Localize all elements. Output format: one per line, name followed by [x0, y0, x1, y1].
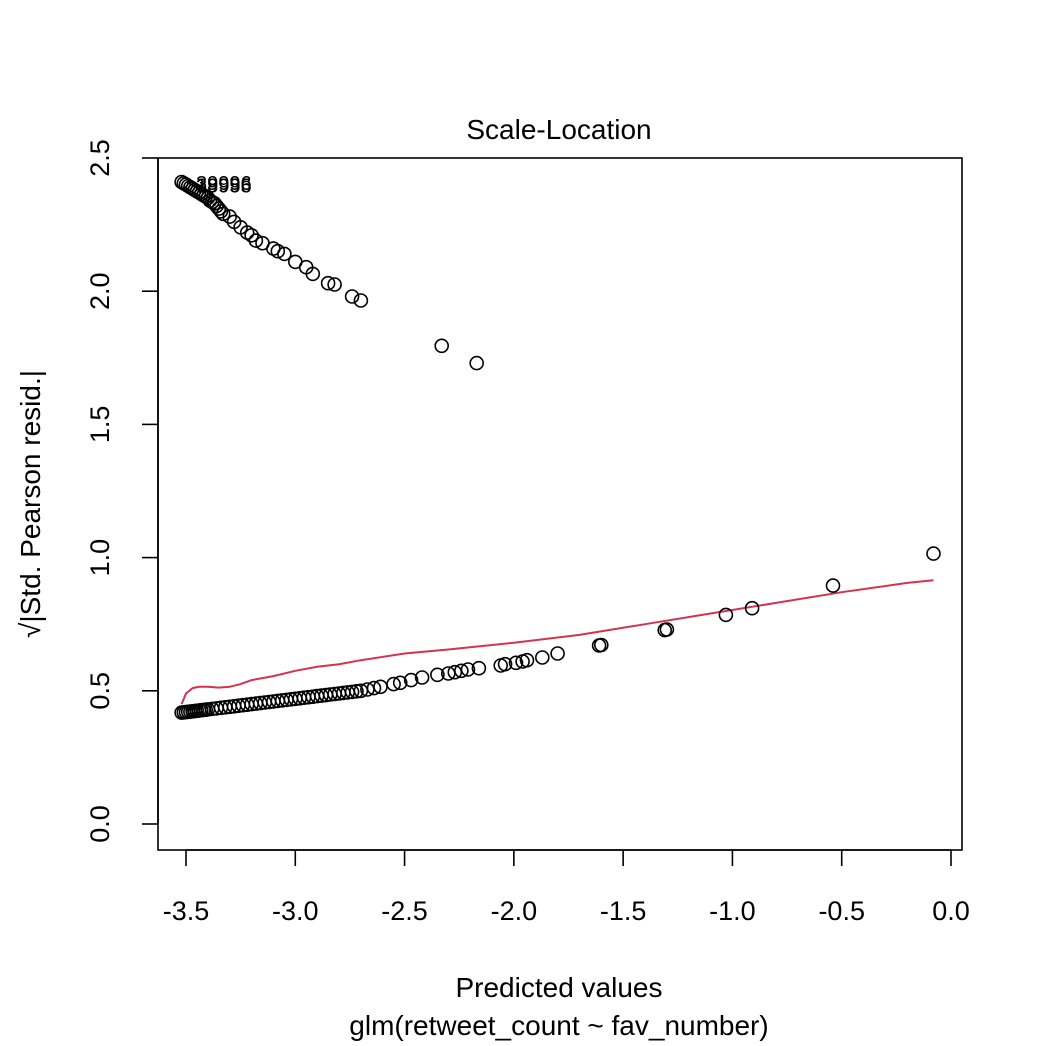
data-point [386, 676, 401, 692]
y-tick-label: 2.0 [85, 272, 115, 310]
data-point [469, 355, 485, 371]
y-tick-label: 1.5 [85, 406, 115, 444]
x-tick-label: -1.5 [600, 896, 647, 926]
chart-title: Scale-Location [466, 114, 651, 145]
data-point [718, 607, 734, 623]
data-point [744, 600, 760, 616]
y-tick-label: 1.0 [85, 539, 115, 577]
scatter-points [174, 174, 941, 720]
data-point [270, 243, 286, 259]
data-point [392, 675, 408, 691]
x-tick-label: -2.0 [491, 896, 538, 926]
smoother-line-group [180, 579, 934, 705]
data-point [327, 277, 342, 292]
y-axis: 0.0 0.5 1.0 1.5 2.0 2.5 [85, 139, 159, 843]
y-axis-label: √|Std. Pearson resid.| [15, 370, 46, 638]
data-point [430, 667, 445, 683]
data-point [534, 650, 550, 665]
data-point [366, 680, 382, 696]
data-point [593, 637, 609, 653]
data-point [825, 578, 841, 593]
data-point [659, 622, 675, 637]
data-point [349, 683, 364, 699]
data-point [320, 275, 336, 291]
data-point [550, 646, 565, 661]
data-point [926, 546, 941, 561]
data-point [353, 293, 369, 308]
data-point [471, 660, 487, 676]
data-point [305, 266, 321, 282]
data-point [414, 670, 430, 685]
data-point [497, 656, 513, 672]
data-point [434, 338, 450, 354]
x-axis-label: Predicted values [455, 972, 662, 1003]
x-tick-label: 0.0 [932, 896, 970, 926]
smoother-line [180, 579, 934, 705]
data-point [248, 233, 264, 248]
x-tick-label: -0.5 [818, 896, 865, 926]
x-tick-label: -3.5 [163, 896, 210, 926]
x-tick-label: -3.0 [272, 896, 319, 926]
x-axis-sublabel: glm(retweet_count ~ fav_number) [349, 1010, 768, 1041]
x-axis: -3.5 -3.0 -2.5 -2.0 -1.5 -1.0 -0.5 0.0 [163, 849, 970, 926]
point-label: 39996 [196, 173, 252, 195]
data-point [215, 206, 231, 222]
data-point [222, 209, 237, 224]
data-point [460, 662, 476, 677]
point-label: 19995 [196, 176, 252, 198]
point-label: 38956 [196, 176, 252, 198]
data-point [344, 684, 360, 700]
data-point [519, 652, 535, 668]
plot-frame [157, 157, 963, 851]
y-tick-label: 2.5 [85, 139, 115, 177]
data-point [344, 289, 360, 304]
x-tick-label: -1.0 [709, 896, 756, 926]
y-tick-label: 0.0 [85, 805, 115, 843]
x-tick-label: -2.5 [381, 896, 428, 926]
data-point [508, 655, 524, 671]
data-point [454, 663, 469, 679]
y-tick-label: 0.5 [85, 672, 115, 710]
data-point [211, 201, 227, 216]
data-point [403, 672, 419, 688]
data-point [277, 246, 292, 262]
